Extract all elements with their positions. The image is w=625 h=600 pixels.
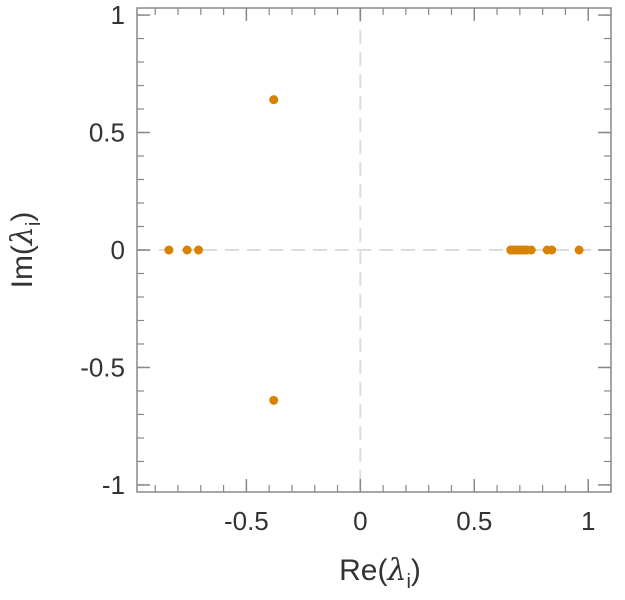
eigenvalue-point [194,245,204,255]
eigenvalue-point [182,245,192,255]
x-tick-label: 0 [353,506,367,536]
reference-lines [137,8,611,492]
eigenvalue-point [526,245,536,255]
eigenvalue-point [164,245,174,255]
y-axis-label-prefix: Im( [6,245,39,288]
y-axis-label-symbol: λ [5,226,40,246]
eigenvalue-point [574,245,584,255]
eigenvalue-point [269,395,279,405]
x-tick-label: 1 [581,506,595,536]
major-ticks [137,8,611,492]
eigenvalue-point [547,245,557,255]
data-points [164,95,584,405]
x-axis-label: Re(λi) [339,553,421,593]
y-axis-label: Im(λi) [5,212,45,289]
y-tick-label: -0.5 [80,352,125,382]
y-tick-label: 0 [111,235,125,265]
x-tick-label: -0.5 [224,506,269,536]
y-tick-label: 1 [111,0,125,30]
x-tick-labels: -0.5 0 0.5 1 [224,506,595,536]
x-axis-label-prefix: Re( [339,554,387,587]
y-axis-label-suffix: ) [6,212,39,222]
y-tick-labels: 1 0.5 0 -0.5 -1 [80,0,125,500]
x-axis-label-subscript: i [406,571,410,593]
x-axis-label-symbol: λ [386,553,406,588]
y-axis-label-subscript: i [23,222,45,226]
x-axis-label-suffix: ) [411,554,421,587]
eigenvalue-point [269,95,279,105]
y-tick-label: -1 [102,470,125,500]
y-tick-label: 0.5 [89,118,125,148]
plot-frame [136,7,612,493]
x-tick-label: 0.5 [456,506,492,536]
